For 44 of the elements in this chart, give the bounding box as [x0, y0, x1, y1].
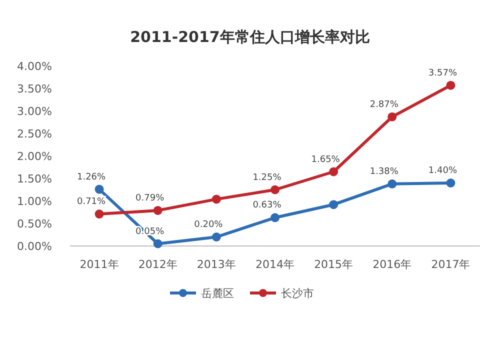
y-tick-label: 2.00% [17, 150, 52, 163]
point [329, 167, 338, 176]
y-tick-label: 0.00% [17, 240, 52, 253]
legend-label: 长沙市 [281, 287, 314, 300]
point [153, 239, 162, 248]
data-label: 0.71% [76, 197, 106, 208]
data-label: 0.79% [136, 193, 165, 204]
x-tick-label: 2011年 [80, 258, 119, 271]
y-tick-label: 1.50% [17, 172, 52, 186]
y-tick-label: 0.50% [17, 218, 52, 230]
point [153, 206, 162, 215]
data-label: 1.40% [428, 166, 458, 176]
x-tick-label: 2012年 [138, 258, 178, 271]
point [329, 200, 338, 210]
x-tick-label: 2015年 [314, 258, 354, 271]
data-label: 1.26% [76, 172, 106, 182]
data-label: 1.65% [311, 154, 340, 165]
data-label: 0.20% [194, 220, 224, 230]
point [446, 178, 456, 188]
x-tick-label: 2017年 [431, 258, 470, 271]
data-label: 1.38% [370, 166, 399, 177]
point [270, 185, 280, 194]
point [212, 194, 221, 204]
y-tick-label: 3.50% [17, 82, 52, 96]
y-tick-label: 3.00% [17, 105, 52, 118]
point [388, 112, 397, 122]
point [94, 184, 104, 194]
y-tick-label: 4.00% [17, 60, 52, 73]
point [212, 232, 221, 242]
data-label: 1.25% [252, 172, 282, 183]
point [94, 210, 104, 219]
data-label: 0.63% [252, 200, 282, 211]
data-label: 3.57% [428, 68, 458, 78]
data-label: 2.87% [370, 100, 399, 110]
point [270, 213, 280, 222]
y-tick-label: 1.00% [17, 195, 52, 208]
legend-label: 岳麓区 [201, 287, 234, 300]
point [388, 179, 397, 188]
chart-title: 2011-2017年常住人口增长率对比 [130, 28, 370, 46]
x-tick-label: 2013年 [196, 258, 236, 271]
y-tick-label: 2.50% [17, 128, 52, 140]
x-tick-label: 2016年 [372, 258, 412, 271]
point [446, 80, 456, 90]
x-tick-label: 2014年 [256, 258, 294, 271]
